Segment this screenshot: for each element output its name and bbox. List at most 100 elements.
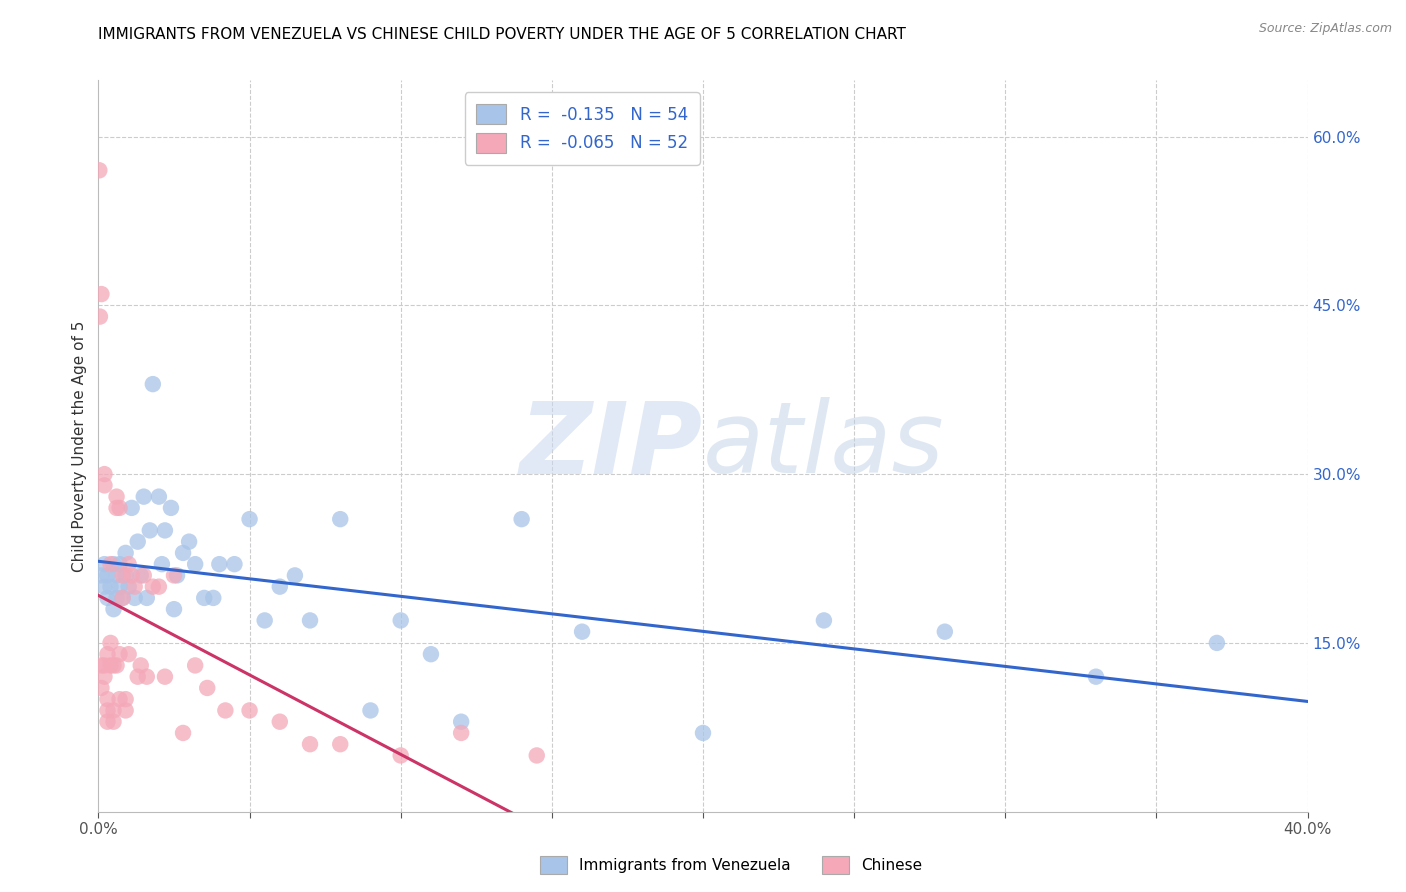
- Point: [90, 568, 112, 582]
- Point: [103, 602, 125, 616]
- Point: [150, 557, 173, 571]
- Point: [108, 647, 131, 661]
- Point: [450, 714, 472, 729]
- Point: [127, 534, 149, 549]
- Point: [96, 568, 118, 582]
- Point: [96, 714, 118, 729]
- Point: [114, 703, 136, 717]
- Point: [108, 557, 131, 571]
- Point: [284, 568, 307, 582]
- Point: [93, 670, 115, 684]
- Point: [114, 546, 136, 560]
- Point: [114, 568, 136, 582]
- Point: [172, 726, 194, 740]
- Point: [100, 580, 122, 594]
- Text: ZIP: ZIP: [520, 398, 703, 494]
- Point: [129, 658, 152, 673]
- Point: [103, 658, 125, 673]
- Point: [329, 512, 352, 526]
- Text: Source: ZipAtlas.com: Source: ZipAtlas.com: [1258, 22, 1392, 36]
- Point: [253, 614, 276, 628]
- Point: [420, 647, 443, 661]
- Point: [127, 670, 149, 684]
- Point: [224, 557, 246, 571]
- Point: [100, 557, 122, 571]
- Point: [118, 647, 141, 661]
- Point: [142, 580, 165, 594]
- Point: [96, 703, 118, 717]
- Point: [114, 692, 136, 706]
- Point: [129, 568, 152, 582]
- Point: [239, 703, 262, 717]
- Point: [202, 591, 225, 605]
- Point: [93, 557, 115, 571]
- Point: [132, 568, 155, 582]
- Point: [813, 614, 835, 628]
- Point: [93, 467, 115, 482]
- Point: [105, 500, 128, 515]
- Point: [105, 568, 128, 582]
- Point: [389, 748, 412, 763]
- Point: [153, 670, 176, 684]
- Point: [1085, 670, 1108, 684]
- Point: [93, 580, 115, 594]
- Point: [108, 580, 131, 594]
- Point: [124, 580, 146, 594]
- Y-axis label: Child Poverty Under the Age of 5: Child Poverty Under the Age of 5: [72, 320, 87, 572]
- Point: [121, 568, 143, 582]
- Point: [184, 658, 207, 673]
- Point: [135, 670, 157, 684]
- Point: [239, 512, 262, 526]
- Point: [214, 703, 236, 717]
- Legend: R =  -0.135   N = 54, R =  -0.065   N = 52: R = -0.135 N = 54, R = -0.065 N = 52: [464, 92, 700, 165]
- Point: [571, 624, 593, 639]
- Text: atlas: atlas: [703, 398, 945, 494]
- Point: [163, 568, 186, 582]
- Point: [105, 591, 128, 605]
- Point: [96, 591, 118, 605]
- Point: [96, 692, 118, 706]
- Point: [93, 658, 115, 673]
- Point: [329, 737, 352, 751]
- Point: [118, 580, 141, 594]
- Point: [163, 602, 186, 616]
- Text: IMMIGRANTS FROM VENEZUELA VS CHINESE CHILD POVERTY UNDER THE AGE OF 5 CORRELATIO: IMMIGRANTS FROM VENEZUELA VS CHINESE CHI…: [98, 27, 907, 42]
- Point: [193, 591, 215, 605]
- Point: [184, 557, 207, 571]
- Point: [135, 591, 157, 605]
- Point: [179, 534, 201, 549]
- Point: [96, 647, 118, 661]
- Point: [139, 524, 162, 538]
- Point: [389, 614, 412, 628]
- Point: [103, 703, 125, 717]
- Point: [510, 512, 533, 526]
- Point: [93, 478, 115, 492]
- Point: [118, 557, 141, 571]
- Point: [299, 737, 322, 751]
- Point: [108, 692, 131, 706]
- Point: [105, 658, 128, 673]
- Point: [132, 490, 155, 504]
- Point: [90, 681, 112, 695]
- Point: [111, 568, 134, 582]
- Point: [1206, 636, 1229, 650]
- Point: [450, 726, 472, 740]
- Point: [166, 568, 188, 582]
- Point: [100, 658, 122, 673]
- Point: [208, 557, 231, 571]
- Point: [269, 714, 291, 729]
- Point: [299, 614, 322, 628]
- Point: [692, 726, 714, 740]
- Point: [269, 580, 291, 594]
- Point: [121, 500, 143, 515]
- Point: [103, 557, 125, 571]
- Point: [160, 500, 183, 515]
- Point: [90, 658, 112, 673]
- Point: [526, 748, 548, 763]
- Legend: Immigrants from Venezuela, Chinese: Immigrants from Venezuela, Chinese: [534, 850, 928, 880]
- Point: [89, 163, 111, 178]
- Point: [934, 624, 956, 639]
- Point: [89, 310, 111, 324]
- Point: [90, 287, 112, 301]
- Point: [111, 591, 134, 605]
